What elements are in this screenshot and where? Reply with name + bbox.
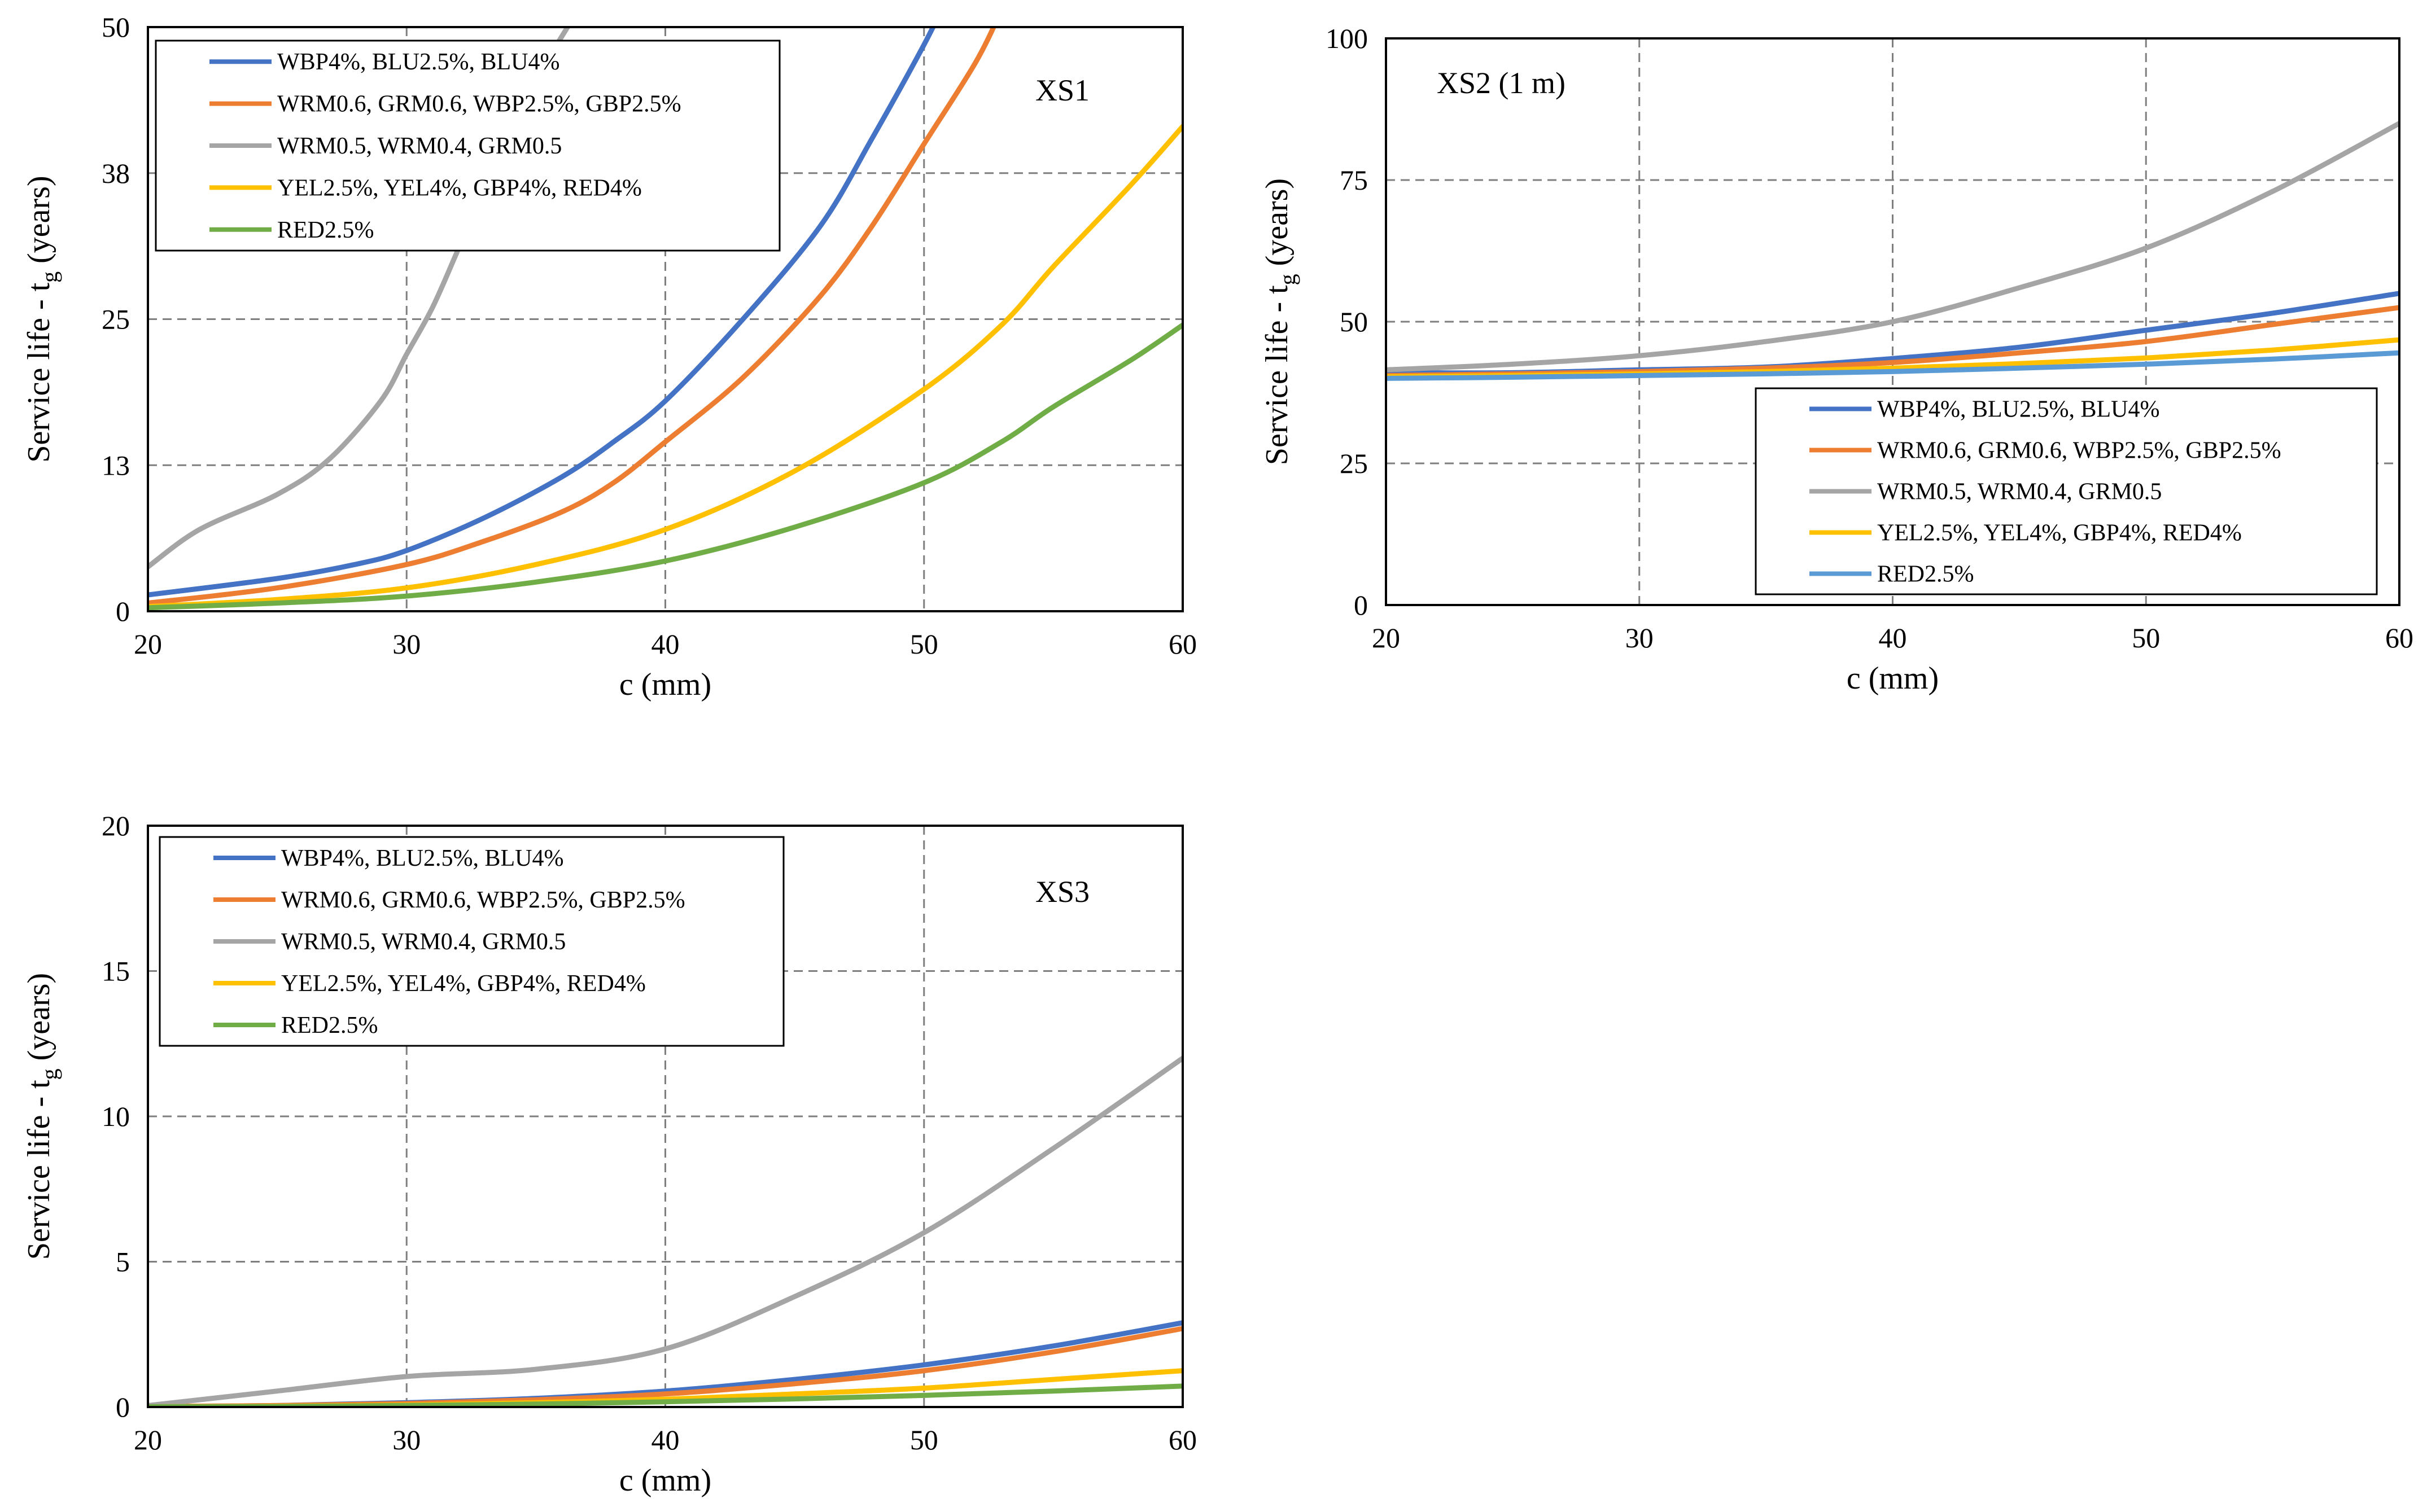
- x-tick-label: 40: [1879, 622, 1907, 654]
- y-tick-label: 0: [1354, 589, 1368, 621]
- x-axis-title: c (mm): [1847, 661, 1939, 696]
- y-tick-label: 13: [102, 449, 130, 481]
- legend-label-1: WBP4%, BLU2.5%, BLU4%: [281, 845, 563, 871]
- series-lines: [148, 27, 1183, 611]
- x-tick-label: 60: [1169, 628, 1197, 660]
- y-tick-label: 25: [102, 304, 130, 335]
- x-tick-label: 30: [392, 628, 421, 660]
- y-tick-label: 38: [102, 157, 130, 189]
- legend-label-4: YEL2.5%, YEL4%, GBP4%, RED4%: [281, 971, 646, 997]
- panel-label: XS2 (1 m): [1437, 66, 1565, 100]
- x-tick-label: 30: [392, 1424, 421, 1456]
- legend: WBP4%, BLU2.5%, BLU4% WRM0.6, GRM0.6, WBP…: [1755, 387, 2378, 595]
- y-axis-title-main: Service life - t: [21, 282, 56, 462]
- legend-label-1: WBP4%, BLU2.5%, BLU4%: [1877, 397, 2159, 423]
- series-lines: [1386, 121, 2399, 381]
- y-tick-label: 0: [116, 1391, 130, 1423]
- series-line-5: [148, 322, 1183, 611]
- y-axis-title: Service life - tg (years): [1260, 178, 1300, 465]
- y-axis-title: Service life - tg (years): [21, 973, 62, 1260]
- y-axis-title-main: Service life - t: [1260, 285, 1295, 465]
- x-axis-title: c (mm): [619, 1463, 711, 1498]
- y-tick-label: 20: [102, 810, 130, 842]
- y-axis-title-subscript: g: [37, 271, 62, 283]
- chart-panel-2: 20 30 40 50 60 0 25 50 75 100 c (mm) Service life -…: [1260, 23, 2413, 696]
- plot-frame: [147, 825, 1184, 1408]
- plot-frame: [1385, 37, 2400, 606]
- legend: WBP4%, BLU2.5%, BLU4% WRM0.6, GRM0.6, WBP…: [155, 40, 781, 252]
- legend-label-2: WRM0.6, GRM0.6, WBP2.5%, GBP2.5%: [277, 91, 681, 117]
- y-axis-title-unit: (years): [21, 973, 56, 1068]
- plot-frame: [147, 26, 1184, 612]
- y-axis-title-unit: (years): [1260, 178, 1295, 274]
- legend-label-5: RED2.5%: [281, 1013, 378, 1038]
- panel-label: XS3: [1035, 875, 1090, 909]
- series-line-4: [148, 124, 1183, 610]
- panel-label: XS1: [1035, 73, 1090, 107]
- y-tick-label: 25: [1340, 448, 1368, 479]
- series-line-1: [148, 27, 936, 598]
- x-tick-label: 40: [651, 1424, 680, 1456]
- x-tick-label: 50: [910, 1424, 938, 1456]
- legend-label-5: RED2.5%: [1877, 562, 1974, 588]
- x-tick-label: 60: [2385, 622, 2413, 654]
- y-tick-label: 50: [102, 11, 130, 43]
- x-tick-label: 40: [651, 628, 680, 660]
- y-tick-label: 50: [1340, 306, 1368, 338]
- legend: WBP4%, BLU2.5%, BLU4% WRM0.6, GRM0.6, WBP…: [159, 836, 785, 1047]
- y-axis-title-subscript: g: [37, 1068, 62, 1080]
- x-axis-title: c (mm): [619, 667, 711, 702]
- legend-label-2: WRM0.6, GRM0.6, WBP2.5%, GBP2.5%: [1877, 438, 2281, 464]
- chart-panel-1: 20 30 40 50 60 0 13 25 38 50 c (mm) Service life - …: [21, 11, 1197, 702]
- x-tick-label: 30: [1625, 622, 1654, 654]
- y-tick-label: 5: [116, 1246, 130, 1278]
- y-axis-title-main: Service life - t: [21, 1080, 56, 1260]
- chart-panel-3: 20 30 40 50 60 0 5 10 15 20 c (mm) Service life - t…: [21, 810, 1197, 1498]
- legend-label-3: WRM0.5, WRM0.4, GRM0.5: [277, 133, 562, 159]
- x-tick-label: 50: [2132, 622, 2160, 654]
- x-tick-label: 50: [910, 628, 938, 660]
- legend-label-5: RED2.5%: [277, 217, 374, 243]
- y-tick-label: 100: [1326, 23, 1368, 54]
- x-tick-label: 60: [1169, 1424, 1197, 1456]
- y-tick-label: 15: [102, 956, 130, 987]
- legend-label-3: WRM0.5, WRM0.4, GRM0.5: [1877, 479, 2162, 505]
- legend-label-2: WRM0.6, GRM0.6, WBP2.5%, GBP2.5%: [281, 887, 685, 913]
- y-tick-label: 0: [116, 595, 130, 627]
- legend-label-4: YEL2.5%, YEL4%, GBP4%, RED4%: [277, 175, 642, 201]
- y-axis-title-subscript: g: [1275, 274, 1300, 285]
- x-tick-label: 20: [134, 628, 162, 660]
- series-line-5: [1386, 350, 2399, 381]
- y-axis-title: Service life - tg (years): [21, 176, 62, 462]
- y-tick-label: 10: [102, 1101, 130, 1132]
- legend-label-3: WRM0.5, WRM0.4, GRM0.5: [281, 929, 566, 955]
- x-tick-label: 20: [1372, 622, 1400, 654]
- y-tick-label: 75: [1340, 164, 1368, 196]
- series-line-2: [148, 27, 996, 606]
- legend-label-4: YEL2.5%, YEL4%, GBP4%, RED4%: [1877, 520, 2242, 546]
- legend-label-1: WBP4%, BLU2.5%, BLU4%: [277, 49, 559, 75]
- series-line-3: [148, 1055, 1183, 1407]
- y-axis-title-unit: (years): [21, 176, 56, 271]
- series-line-3: [1386, 121, 2399, 372]
- x-tick-label: 20: [134, 1424, 162, 1456]
